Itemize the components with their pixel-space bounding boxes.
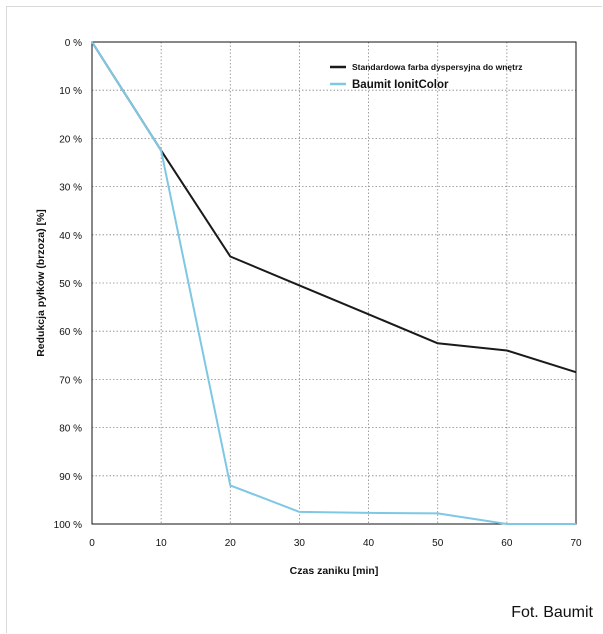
series-line-standard-paint: [91, 41, 577, 374]
x-axis-ticks: 0 10 20 30 40 50 60 70: [89, 538, 582, 549]
y-tick-label: 90 %: [59, 472, 82, 483]
figure-frame: [6, 6, 602, 633]
y-tick-label: 70 %: [59, 375, 82, 386]
series-lines: [91, 41, 577, 525]
x-axis-label: Czas zaniku [min]: [290, 565, 379, 577]
y-tick-label: 80 %: [59, 424, 82, 435]
y-tick-label: 10 %: [59, 86, 82, 97]
y-tick-label: 40 %: [59, 231, 82, 242]
x-tick-label: 60: [501, 538, 513, 549]
x-tick-label: 50: [432, 538, 444, 549]
x-tick-label: 10: [156, 538, 168, 549]
x-tick-label: 30: [294, 538, 306, 549]
legend-label-standard-paint: Standardowa farba dyspersyjna do wnętrz: [352, 62, 523, 72]
x-tick-label: 0: [89, 538, 95, 549]
y-tick-label: 60 %: [59, 327, 82, 338]
plot-border: [91, 41, 577, 525]
y-tick-label: 20 %: [59, 134, 82, 145]
x-tick-label: 20: [225, 538, 237, 549]
y-axis-label: Redukcja pyłków (brzoza) [%]: [35, 209, 47, 357]
legend: Standardowa farba dyspersyjna do wnętrz …: [330, 62, 523, 91]
grid: [92, 42, 576, 524]
x-tick-label: 40: [363, 538, 375, 549]
y-axis-ticks: 0 % 10 % 20 % 30 % 40 % 50 % 60 % 70 % 80 % 90 % 1…: [54, 38, 82, 531]
y-tick-label: 100 %: [54, 520, 82, 531]
y-tick-label: 0 %: [65, 38, 82, 49]
y-tick-label: 30 %: [59, 183, 82, 194]
x-tick-label: 70: [570, 538, 582, 549]
legend-label-ionitcolor: Baumit IonitColor: [352, 79, 449, 91]
y-tick-label: 50 %: [59, 279, 82, 290]
photo-credit: Fot. Baumit: [511, 604, 593, 621]
series-line-ionitcolor: [91, 41, 576, 525]
